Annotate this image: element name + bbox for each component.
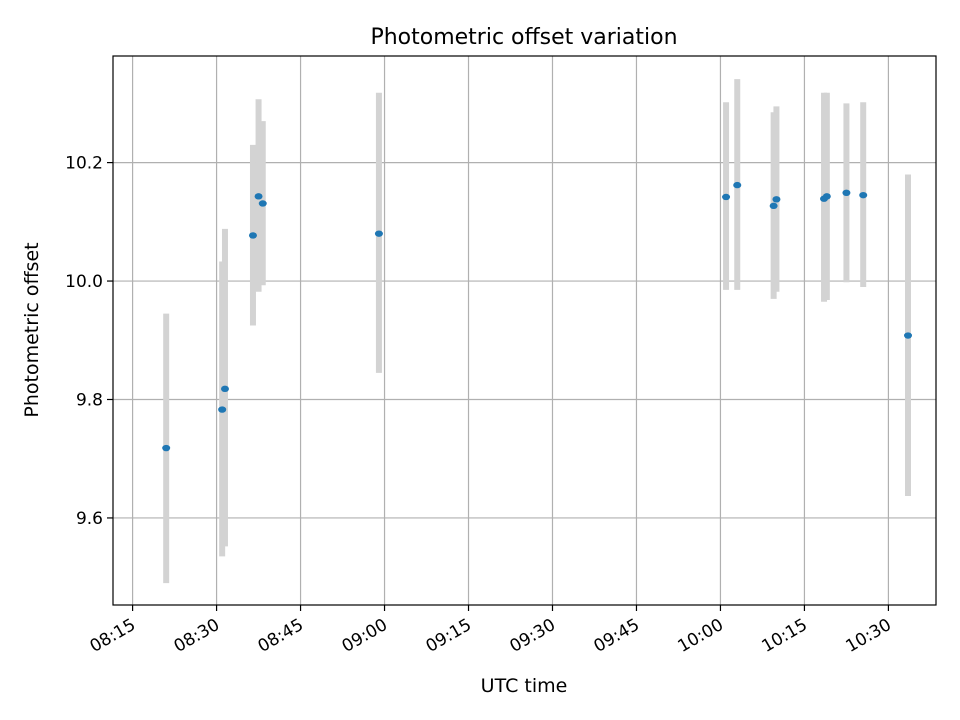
data-point: [842, 189, 851, 197]
data-point: [220, 385, 229, 393]
y-tick-label: 9.6: [76, 509, 103, 529]
data-point: [258, 200, 267, 207]
y-axis-label: Photometric offset: [21, 242, 43, 417]
y-tick-label: 10.2: [65, 154, 103, 174]
x-axis-label: UTC time: [481, 675, 568, 697]
data-point: [722, 193, 731, 201]
data-point: [733, 181, 742, 189]
data-point: [374, 230, 383, 237]
data-point: [904, 332, 913, 339]
chart-title: Photometric offset variation: [370, 25, 677, 50]
data-point: [248, 232, 257, 239]
data-point: [162, 444, 171, 452]
data-point: [822, 193, 831, 200]
data-point: [218, 406, 227, 413]
data-points: [162, 181, 913, 452]
data-point: [859, 191, 868, 199]
data-point: [769, 202, 778, 210]
grid: [113, 56, 936, 605]
y-tick-label: 10.0: [65, 272, 103, 292]
y-tick-label: 9.8: [76, 390, 103, 410]
data-point: [254, 193, 263, 200]
data-point: [772, 196, 781, 203]
y-axis-ticks: 9.6 9.8 10.0 10.2: [65, 154, 113, 529]
plot-frame: [112, 55, 937, 606]
